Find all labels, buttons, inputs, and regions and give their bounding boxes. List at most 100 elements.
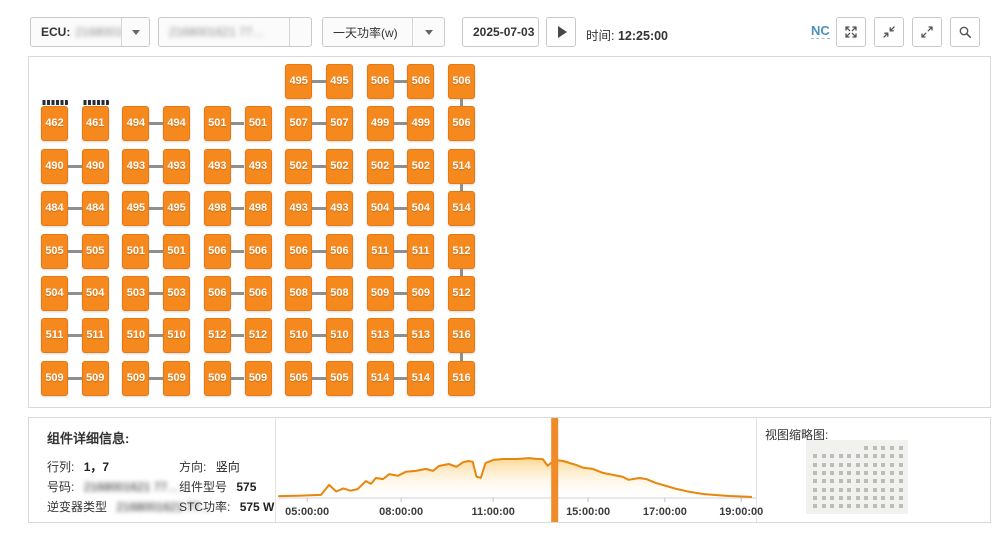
pv-panel[interactable]: 509 <box>203 360 231 396</box>
pv-panel[interactable]: 511 <box>366 233 394 269</box>
pv-panel[interactable]: 501 <box>244 106 272 142</box>
pv-panel[interactable]: 504 <box>41 276 68 311</box>
pv-panel[interactable]: 493 <box>163 148 191 184</box>
pv-panel[interactable]: 506 <box>203 233 231 269</box>
pv-panel[interactable]: 501 <box>122 233 150 269</box>
play-button[interactable] <box>546 17 576 47</box>
pv-panel[interactable]: 516 <box>448 360 475 396</box>
pv-panel[interactable]: 514 <box>448 148 475 184</box>
pv-panel[interactable]: 495 <box>163 191 191 227</box>
pv-panel[interactable]: 506 <box>203 276 231 311</box>
pv-panel[interactable]: 493 <box>285 191 313 227</box>
pv-panel[interactable]: 505 <box>285 360 313 396</box>
date-picker[interactable]: 2025-07-03 <box>462 17 539 47</box>
pv-panel[interactable]: 509 <box>41 360 68 396</box>
pv-panel[interactable]: 514 <box>407 360 435 396</box>
pv-panel[interactable]: 513 <box>366 318 394 354</box>
pv-panel[interactable]: 501 <box>203 106 231 142</box>
pv-panel[interactable]: 512 <box>448 276 475 311</box>
pv-panel[interactable]: 494 <box>122 106 150 142</box>
pv-panel[interactable]: 498 <box>203 191 231 227</box>
pv-panel[interactable]: 506 <box>325 233 353 269</box>
pv-panel[interactable]: 511 <box>41 318 68 354</box>
pv-panel[interactable]: 493 <box>244 148 272 184</box>
pv-panel[interactable]: 510 <box>325 318 353 354</box>
pv-panel[interactable]: 495 <box>325 64 353 99</box>
inverter-select-segment[interactable] <box>289 18 311 46</box>
pv-panel[interactable]: 507 <box>325 106 353 142</box>
pv-panel[interactable]: 502 <box>285 148 313 184</box>
pv-panel[interactable]: 509 <box>81 360 109 396</box>
fullscreen-button[interactable] <box>836 17 866 47</box>
pv-panel[interactable]: 494 <box>163 106 191 142</box>
pv-panel[interactable]: 508 <box>285 276 313 311</box>
pv-panel[interactable]: 513 <box>407 318 435 354</box>
pv-panel[interactable]: 512 <box>203 318 231 354</box>
pv-panel[interactable]: 506 <box>448 64 475 99</box>
pv-panel[interactable]: 501 <box>163 233 191 269</box>
pv-panel[interactable]: 499 <box>407 106 435 142</box>
pv-panel[interactable]: 506 <box>244 276 272 311</box>
ecu-select[interactable]: ECU: 2168001621 77… <box>30 17 150 47</box>
pv-panel[interactable]: 508 <box>325 276 353 311</box>
pv-panel[interactable]: 502 <box>407 148 435 184</box>
enlarge-button[interactable] <box>912 17 942 47</box>
pv-panel[interactable]: 516 <box>448 318 475 354</box>
inverter-select[interactable]: 2168001621 77… <box>158 17 312 47</box>
pv-panel[interactable]: 505 <box>81 233 109 269</box>
pv-panel[interactable]: 509 <box>244 360 272 396</box>
search-button[interactable] <box>950 17 980 47</box>
metric-dropdown-toggle[interactable] <box>412 18 444 46</box>
pv-panel[interactable]: 506 <box>366 64 394 99</box>
pv-panel[interactable]: 510 <box>285 318 313 354</box>
pv-panel[interactable]: 504 <box>81 276 109 311</box>
shrink-button[interactable] <box>874 17 904 47</box>
pv-panel[interactable]: 493 <box>122 148 150 184</box>
pv-panel[interactable]: 506 <box>407 64 435 99</box>
pv-panel[interactable]: 484 <box>81 191 109 227</box>
daily-power-chart[interactable]: 05:00:00 08:00:00 11:00:00 15:00:00 17:00:00… <box>278 418 763 524</box>
pv-panel[interactable]: 461 <box>81 100 109 142</box>
pv-panel[interactable]: 510 <box>163 318 191 354</box>
pv-panel[interactable]: 512 <box>448 233 475 269</box>
nc-link[interactable]: NC <box>811 23 830 39</box>
pv-panel[interactable]: 505 <box>325 360 353 396</box>
pv-panel[interactable]: 512 <box>244 318 272 354</box>
pv-panel[interactable]: 503 <box>163 276 191 311</box>
pv-panel[interactable]: 506 <box>448 106 475 142</box>
pv-panel[interactable]: 507 <box>285 106 313 142</box>
pv-panel[interactable]: 502 <box>325 148 353 184</box>
pv-panel[interactable]: 493 <box>325 191 353 227</box>
pv-panel[interactable]: 499 <box>366 106 394 142</box>
time-cursor[interactable] <box>551 418 559 522</box>
pv-panel[interactable]: 511 <box>407 233 435 269</box>
pv-panel[interactable]: 503 <box>122 276 150 311</box>
pv-panel[interactable]: 498 <box>244 191 272 227</box>
pv-panel[interactable]: 509 <box>163 360 191 396</box>
pv-panel[interactable]: 509 <box>122 360 150 396</box>
pv-panel[interactable]: 490 <box>81 148 109 184</box>
pv-panel[interactable]: 511 <box>81 318 109 354</box>
pv-panel[interactable]: 495 <box>285 64 313 99</box>
pv-panel[interactable]: 502 <box>366 148 394 184</box>
pv-panel[interactable]: 510 <box>122 318 150 354</box>
pv-panel[interactable]: 504 <box>366 191 394 227</box>
pv-panel[interactable]: 493 <box>203 148 231 184</box>
pv-panel[interactable]: 506 <box>285 233 313 269</box>
ecu-dropdown-toggle[interactable] <box>121 18 149 46</box>
minimap[interactable] <box>806 440 908 514</box>
pv-panel[interactable]: 514 <box>366 360 394 396</box>
pv-panel[interactable]: 506 <box>244 233 272 269</box>
pv-panel[interactable]: 490 <box>41 148 68 184</box>
pv-panel[interactable]: 495 <box>122 191 150 227</box>
pv-panel[interactable]: 462 <box>41 100 68 142</box>
power-chart-svg[interactable]: 05:00:00 08:00:00 11:00:00 15:00:00 17:00:00… <box>278 418 763 524</box>
pv-panel[interactable]: 504 <box>407 191 435 227</box>
pv-panel[interactable]: 505 <box>41 233 68 269</box>
pv-panel[interactable]: 514 <box>448 191 475 227</box>
pv-panel[interactable]: 509 <box>366 276 394 311</box>
pv-panel[interactable]: 509 <box>407 276 435 311</box>
metric-select[interactable]: 一天功率(w) <box>322 17 445 47</box>
panel-layout-canvas[interactable]: 495 495 506 506 506 462 461 494 494 501 501 507 507 4… <box>28 56 991 408</box>
pv-panel[interactable]: 484 <box>41 191 68 227</box>
